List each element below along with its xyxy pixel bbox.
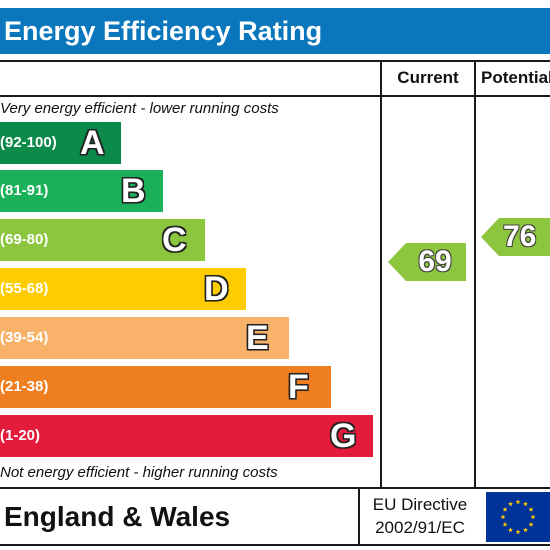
flag-star [502, 521, 508, 527]
column-header-current: Current [397, 68, 459, 87]
flag-star [515, 529, 521, 535]
current-rating-value: 69 [418, 245, 452, 278]
flag-star [508, 527, 513, 533]
flag-star [523, 501, 528, 507]
column-divider-current [380, 60, 382, 489]
band-letter: G [330, 417, 357, 455]
band-range-label: (69-80) [0, 231, 49, 248]
band-letter: B [121, 172, 146, 210]
band-letter: A [80, 124, 105, 162]
footer-column-divider [358, 489, 360, 546]
band-letter: D [204, 270, 229, 308]
page-title: Energy Efficiency Rating [0, 8, 550, 54]
band-letter: F [288, 368, 309, 406]
band-range-label: (81-91) [0, 182, 49, 199]
arrow-left-icon [481, 218, 550, 256]
band-a: (92-100) A [0, 122, 121, 164]
caption-very-efficient: Very energy efficient - lower running co… [0, 100, 279, 117]
current-rating-pointer: 69 [388, 243, 466, 281]
flag-star [530, 514, 536, 520]
band-f: (21-38) F [0, 366, 331, 408]
band-d: (55-68) D [0, 268, 246, 310]
flag-star [528, 506, 534, 512]
eu-flag-icon [486, 492, 550, 542]
rating-frame [0, 60, 550, 546]
footer-region: England & Wales [4, 501, 231, 532]
column-divider-potential [474, 60, 476, 489]
flag-star [515, 499, 521, 505]
caption-not-efficient: Not energy efficient - higher running co… [0, 464, 278, 481]
potential-rating-value: 76 [503, 220, 537, 253]
band-range-label: (39-54) [0, 329, 49, 346]
flag-star [508, 501, 513, 507]
column-header-potential: Potential [481, 68, 550, 87]
potential-rating-pointer: 76 [481, 218, 550, 256]
footer-divider [0, 487, 550, 489]
band-c: (69-80) C [0, 219, 205, 261]
flag-star [502, 506, 508, 512]
band-g: (1-20) G [0, 415, 373, 457]
band-range-label: (21-38) [0, 378, 49, 395]
band-letter: C [162, 221, 187, 259]
directive-line-2: 2002/91/EC [375, 518, 465, 537]
flag-star [523, 527, 528, 533]
arrow-left-icon [388, 243, 466, 281]
band-range-label: (92-100) [0, 134, 57, 151]
directive-line-1: EU Directive [372, 495, 468, 514]
band-letter: E [246, 319, 269, 357]
band-e: (39-54) E [0, 317, 289, 359]
band-range-label: (1-20) [0, 427, 41, 444]
flag-star [528, 521, 534, 527]
band-range-label: (55-68) [0, 280, 49, 297]
header-divider [0, 95, 550, 97]
band-b: (81-91) B [0, 170, 163, 212]
flag-star [500, 514, 506, 520]
